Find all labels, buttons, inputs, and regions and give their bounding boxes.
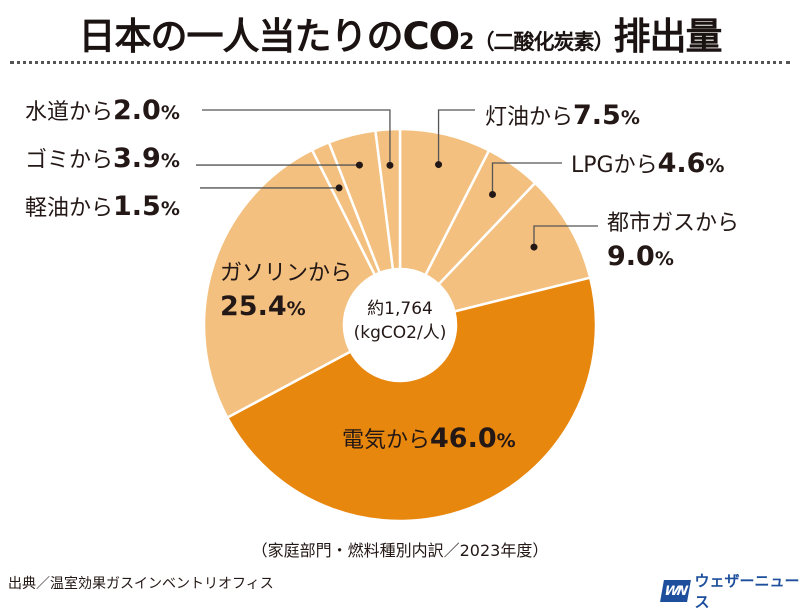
- leader-dot-city-gas: [530, 243, 538, 251]
- source-text: 出典／温室効果ガスインベントリオフィス: [8, 576, 274, 592]
- label-city-gas-name: 都市ガスから: [607, 211, 740, 236]
- chart-note: （家庭部門・燃料種別内訳／2023年度）: [251, 541, 549, 560]
- label-electricity-value: 46.0: [430, 423, 497, 454]
- label-water-name: 水道から: [25, 100, 114, 125]
- label-diesel: 軽油から1.5%: [25, 193, 180, 220]
- logo-name: ウェザーニュース: [694, 572, 800, 611]
- label-water: 水道から2.0%: [25, 97, 180, 124]
- slices-group: [202, 127, 598, 523]
- label-lpg-value: 4.6: [657, 148, 706, 179]
- label-gasoline: ガソリンから 25.4%: [220, 261, 353, 322]
- title-main: 日本の一人当たりのCO: [78, 15, 461, 58]
- percent-sign: %: [160, 198, 180, 220]
- percent-sign: %: [286, 298, 306, 320]
- slice-electricity: [225, 276, 598, 523]
- label-waste-name: ゴミから: [25, 148, 114, 173]
- slice-water: [374, 127, 402, 271]
- leader-lines-group: [196, 109, 598, 251]
- center-label: 約1,764 (kgCO2/人): [335, 297, 465, 345]
- label-lpg: LPGから4.6%: [571, 150, 724, 177]
- percent-sign: %: [705, 155, 725, 177]
- center-total: 約1,764: [367, 299, 433, 319]
- leader-dot-diesel: [335, 184, 343, 192]
- leader-line-lpg: [491, 162, 562, 195]
- leader-line-city-gas: [533, 225, 598, 248]
- percent-sign: %: [654, 248, 674, 270]
- leader-dot-water: [386, 161, 394, 169]
- label-waste-value: 3.9: [113, 143, 161, 174]
- label-electricity: 電気から46.0%: [342, 425, 516, 452]
- label-city-gas-value: 9.0: [607, 241, 655, 272]
- label-water-value: 2.0: [113, 95, 161, 126]
- title-subscript: 2: [459, 30, 474, 55]
- logo-mark: WN: [660, 580, 691, 602]
- leader-dot-waste: [355, 161, 363, 169]
- leader-line-kerosene: [437, 109, 475, 165]
- title-paren: （二酸化炭素）: [473, 30, 614, 54]
- title-divider: [10, 61, 790, 64]
- leader-line-water: [202, 109, 391, 166]
- chart-title: 日本の一人当たりのCO2（二酸化炭素）排出量: [0, 6, 800, 60]
- label-waste: ゴミから3.9%: [25, 145, 180, 172]
- label-kerosene-name: 灯油から: [485, 105, 574, 130]
- label-diesel-name: 軽油から: [25, 196, 114, 221]
- label-diesel-value: 1.5: [113, 191, 161, 222]
- label-kerosene: 灯油から7.5%: [485, 102, 640, 129]
- percent-sign: %: [160, 150, 180, 172]
- leader-dot-kerosene: [435, 161, 443, 169]
- percent-sign: %: [160, 102, 180, 124]
- label-city-gas: 都市ガスから 9.0%: [607, 211, 740, 272]
- leader-dot-lpg: [488, 190, 496, 198]
- percent-sign: %: [496, 430, 516, 452]
- weathernews-logo: WN ウェザーニュース: [660, 570, 800, 612]
- title-end: 排出量: [613, 15, 722, 58]
- label-gasoline-value: 25.4: [220, 291, 287, 322]
- label-electricity-name: 電気から: [342, 428, 431, 453]
- label-kerosene-value: 7.5: [573, 100, 621, 131]
- label-gasoline-name: ガソリンから: [220, 261, 353, 286]
- percent-sign: %: [620, 107, 640, 129]
- label-lpg-name: LPGから: [571, 153, 658, 178]
- slice-gasoline: [202, 148, 377, 420]
- center-unit: (kgCO2/人): [353, 323, 447, 343]
